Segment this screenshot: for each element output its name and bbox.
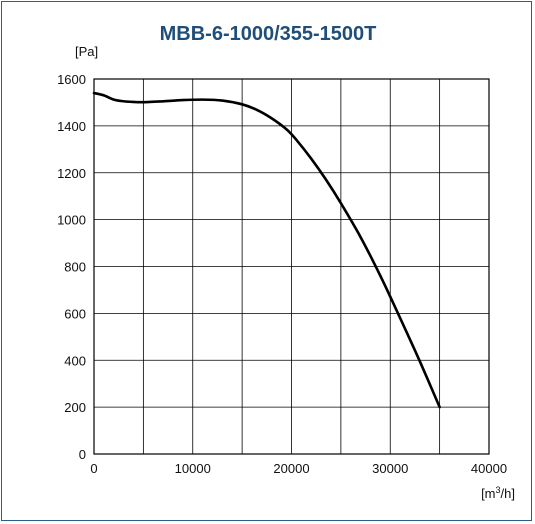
x-axis-unit-sup: 3 (496, 485, 501, 495)
x-tick-label: 10000 (175, 461, 211, 476)
y-tick-label: 1400 (57, 119, 86, 134)
y-tick-label: 400 (64, 353, 86, 368)
grid (94, 79, 489, 454)
y-tick-label: 1600 (57, 72, 86, 87)
chart-title: MBB-6-1000/355-1500T (160, 23, 377, 45)
y-tick-label: 200 (64, 400, 86, 415)
plot-border (93, 78, 490, 455)
y-tick-label: 0 (79, 447, 86, 462)
x-axis-unit-label: [m3/h] (481, 485, 515, 501)
y-tick-labels: 0 200 400 600 800 1000 1200 1400 1600 (57, 72, 86, 462)
y-tick-label: 1000 (57, 213, 86, 228)
y-tick-label: 1200 (57, 166, 86, 181)
x-tick-label: 0 (90, 461, 97, 476)
performance-curve (92, 91, 441, 409)
x-tick-labels: 0 10000 20000 30000 40000 (90, 461, 507, 476)
y-axis-unit-label: [Pa] (75, 44, 98, 59)
y-tick-label: 800 (64, 260, 86, 275)
y-tick-label: 600 (64, 306, 86, 321)
x-tick-label: 20000 (273, 461, 309, 476)
x-tick-label: 40000 (471, 461, 507, 476)
x-tick-label: 30000 (372, 461, 408, 476)
x-axis-unit-tail: /h] (501, 486, 515, 501)
x-axis-unit-base: [m (481, 486, 495, 501)
